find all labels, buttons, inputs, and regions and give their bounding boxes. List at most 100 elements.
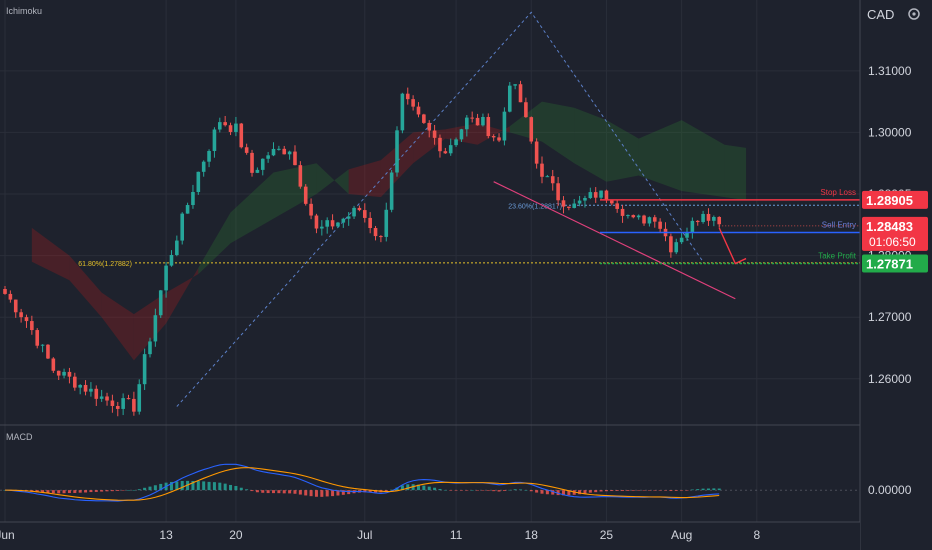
candle-bullish	[164, 265, 168, 291]
macd-histogram-bar	[706, 488, 710, 491]
macd-histogram-bar	[717, 488, 721, 491]
currency-label: CAD	[867, 7, 894, 22]
macd-histogram-bar	[653, 490, 657, 491]
candle-bullish	[158, 290, 163, 316]
candle-bullish	[701, 213, 705, 223]
candle-bearish	[604, 190, 609, 201]
macd-histogram-bar	[513, 489, 517, 491]
time-tick-label: 11	[450, 528, 463, 542]
time-tick-label: Aug	[671, 528, 692, 542]
macd-histogram-bar	[647, 490, 651, 491]
candle-bearish	[67, 371, 72, 377]
candle-bearish	[35, 330, 40, 346]
candle-bullish	[196, 171, 201, 192]
candle-bearish	[303, 186, 308, 204]
candle-bearish	[717, 216, 722, 225]
time-tick-label: 20	[229, 528, 243, 542]
macd-histogram-bar	[680, 490, 684, 491]
macd-histogram-bar	[658, 490, 662, 491]
macd-histogram-bar	[583, 490, 587, 494]
candle-bullish	[690, 220, 695, 233]
candle-bullish	[137, 384, 142, 412]
candle-bullish	[207, 150, 211, 162]
candle-bearish	[373, 228, 378, 237]
macd-histogram-bar	[400, 485, 404, 491]
candle-bullish	[121, 398, 125, 409]
cloud-segment-bullish	[273, 163, 317, 219]
current-price-tag-bg	[862, 216, 928, 251]
macd-histogram-bar	[229, 484, 233, 491]
macd-histogram-bar	[62, 490, 66, 494]
macd-tick-label: 0.00000	[868, 483, 912, 497]
candle-bearish	[110, 400, 115, 406]
macd-histogram-bar	[696, 489, 700, 491]
macd-histogram-bar	[524, 490, 528, 491]
candle-bearish	[658, 221, 662, 229]
candle-bullish	[384, 209, 389, 237]
candle-bullish	[572, 203, 577, 208]
candle-bullish	[636, 215, 641, 218]
macd-histogram-bar	[561, 490, 565, 496]
macd-histogram-bar	[545, 490, 549, 495]
macd-histogram-bar	[604, 490, 608, 492]
candle-bearish	[518, 84, 523, 103]
macd-histogram-bar	[148, 486, 152, 491]
macd-histogram-bar	[41, 490, 45, 493]
candle-bearish	[94, 388, 99, 399]
macd-histogram-bar	[277, 490, 281, 494]
price-tick-label: 1.30000	[868, 125, 912, 139]
candle-bearish	[524, 102, 528, 118]
candle-bearish	[250, 152, 254, 173]
candle-bearish	[244, 147, 249, 153]
fib-level-label: 61.80%(1.27882)	[78, 261, 132, 268]
macd-histogram-bar	[621, 490, 625, 491]
macd-histogram-bar	[588, 490, 592, 493]
candle-bearish	[126, 398, 131, 400]
macd-histogram-bar	[599, 490, 603, 492]
candle-bearish	[368, 217, 372, 229]
cloud-segment-bullish	[638, 120, 682, 191]
macd-histogram-bar	[320, 490, 324, 497]
candle-bullish	[679, 237, 684, 243]
macd-histogram-bar	[519, 489, 523, 491]
candle-bearish	[73, 376, 77, 388]
candle-bearish	[529, 117, 534, 142]
macd-histogram-bar	[196, 481, 200, 491]
candle-bullish	[465, 117, 469, 130]
macd-histogram-bar	[314, 490, 318, 497]
candle-bearish	[330, 220, 335, 227]
macd-histogram-bar	[67, 490, 71, 494]
candle-bullish	[320, 226, 324, 229]
time-tick-label: 8	[753, 528, 760, 542]
fibonacci-retracement: 61.80%(1.27882) 23.60%(1.28817)	[78, 11, 860, 407]
macd-histogram-bar	[341, 490, 345, 495]
macd-histogram-bar	[685, 490, 689, 491]
macd-histogram-bar	[121, 490, 125, 491]
price-tick-label: 1.26000	[868, 372, 912, 386]
candle-bullish	[481, 117, 485, 126]
macd-histogram-bar	[390, 489, 394, 491]
candle-bearish	[491, 136, 496, 138]
candle-bullish	[185, 205, 190, 214]
settings-gear-icon[interactable]	[908, 8, 920, 20]
macd-histogram-bar	[481, 490, 485, 491]
candle-bullish	[395, 130, 399, 173]
time-tick-label: Jun	[0, 528, 15, 542]
cloud-segment-bullish	[724, 144, 747, 201]
candle-bullish	[577, 200, 582, 204]
candle-bearish	[228, 125, 233, 132]
candle-bullish	[99, 396, 104, 399]
macd-histogram-bar	[180, 480, 184, 491]
indicator-label: Ichimoku	[6, 6, 42, 16]
cloud-segment-bearish	[31, 227, 70, 281]
candle-bearish	[379, 236, 383, 238]
grid	[0, 0, 860, 522]
macd-label: MACD	[6, 432, 33, 442]
macd-histogram-bar	[245, 489, 249, 491]
macd-histogram-bar	[46, 490, 50, 493]
fib-level-label: 23.60%(1.28817)	[508, 203, 562, 210]
macd-histogram-bar	[626, 490, 630, 491]
